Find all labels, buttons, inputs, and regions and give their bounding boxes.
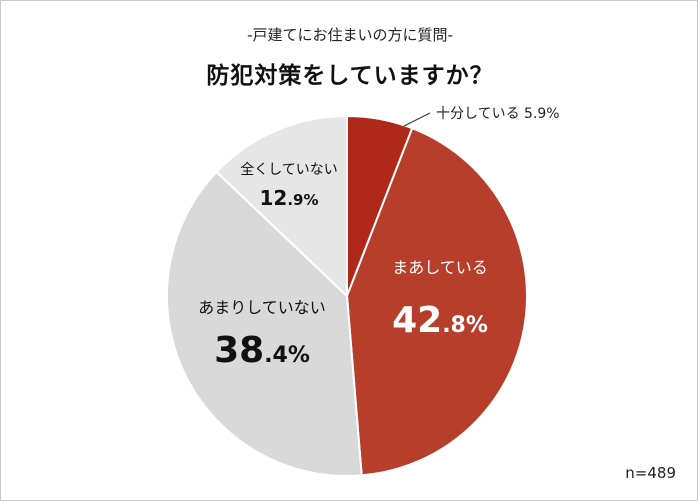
sample-size-note: n=489 [625,464,676,482]
pie-slice-2 [345,126,528,477]
pie-slice-3 [166,170,363,477]
callout-line-1 [403,112,431,127]
slice-label-2: まあしている [392,258,488,277]
chart-title: 防犯対策をしていますか？ [206,63,494,89]
chart-subtitle: -戸建てにお住まいの方に質問- [247,26,453,44]
pie-slice-4 [215,114,348,299]
slice-label-1: 十分している 5.9% [436,106,560,122]
slice-value-4: 12.9% [259,186,318,210]
slice-value-3: 38.4% [214,330,310,371]
slice-label-3: あまりしていない [198,298,326,317]
slice-label-4: 全くしていない [240,161,338,178]
slice-value-2: 42.8% [392,300,488,341]
